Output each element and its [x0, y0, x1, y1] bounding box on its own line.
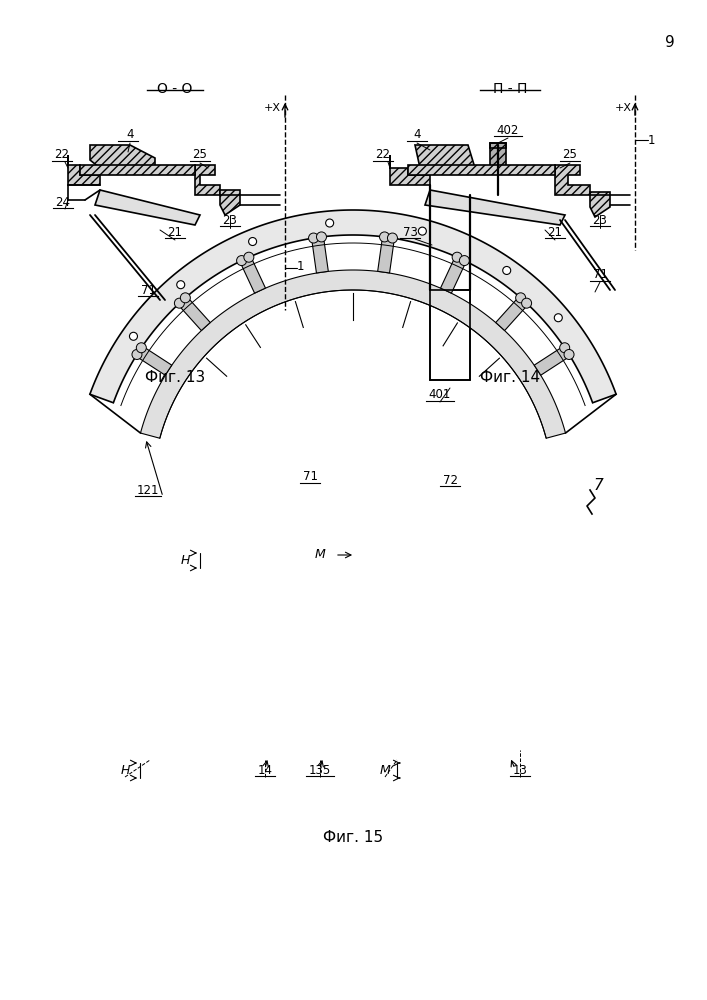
Text: 7: 7	[593, 478, 603, 492]
Text: 1: 1	[648, 133, 655, 146]
Text: 22: 22	[375, 148, 390, 161]
Text: 21: 21	[547, 226, 563, 238]
Text: 21: 21	[168, 226, 182, 238]
Circle shape	[515, 293, 526, 303]
Circle shape	[317, 232, 327, 242]
Circle shape	[560, 343, 570, 353]
Polygon shape	[95, 190, 200, 225]
Text: 4: 4	[127, 128, 134, 141]
Circle shape	[387, 233, 397, 243]
Text: М: М	[380, 764, 390, 776]
Text: Фиг. 13: Фиг. 13	[145, 370, 205, 385]
Circle shape	[136, 343, 146, 353]
Circle shape	[460, 256, 469, 266]
Circle shape	[419, 227, 426, 235]
Text: 73: 73	[402, 226, 417, 238]
Text: 71: 71	[303, 471, 317, 484]
Text: О - О: О - О	[158, 82, 193, 96]
Text: 13: 13	[513, 764, 527, 776]
Polygon shape	[68, 155, 100, 185]
Polygon shape	[195, 165, 220, 195]
Polygon shape	[415, 145, 475, 168]
Circle shape	[503, 266, 510, 274]
Polygon shape	[80, 165, 195, 175]
Text: 71: 71	[141, 284, 156, 296]
Text: 402: 402	[497, 123, 519, 136]
Polygon shape	[136, 346, 172, 375]
Text: 22: 22	[54, 148, 69, 161]
Circle shape	[175, 298, 185, 308]
Text: Н: Н	[120, 764, 129, 776]
Circle shape	[237, 256, 247, 266]
Polygon shape	[490, 143, 506, 168]
Text: +X: +X	[614, 103, 631, 113]
Text: 135: 135	[309, 764, 331, 776]
Text: 71: 71	[592, 268, 607, 282]
Circle shape	[452, 252, 462, 262]
Text: 23: 23	[592, 214, 607, 227]
Text: П - П: П - П	[493, 82, 527, 96]
Circle shape	[132, 349, 142, 359]
Text: 25: 25	[192, 148, 207, 161]
Polygon shape	[534, 346, 570, 375]
Text: Фиг. 14: Фиг. 14	[480, 370, 540, 385]
Text: Н: Н	[180, 554, 189, 566]
Polygon shape	[555, 165, 590, 195]
Circle shape	[554, 314, 562, 322]
Circle shape	[326, 219, 334, 227]
Polygon shape	[440, 256, 466, 293]
Text: 121: 121	[136, 484, 159, 496]
Polygon shape	[496, 296, 528, 331]
Text: 9: 9	[665, 35, 675, 50]
Circle shape	[177, 281, 185, 289]
Circle shape	[522, 298, 532, 308]
Text: 401: 401	[429, 388, 451, 401]
Text: 25: 25	[563, 148, 578, 161]
Polygon shape	[220, 190, 240, 215]
Polygon shape	[312, 237, 328, 273]
Text: 72: 72	[443, 474, 457, 487]
Polygon shape	[408, 165, 555, 175]
Polygon shape	[90, 210, 616, 403]
Circle shape	[308, 233, 319, 243]
Text: 14: 14	[257, 764, 272, 776]
Text: Фиг. 15: Фиг. 15	[323, 830, 383, 845]
Circle shape	[244, 252, 254, 262]
Polygon shape	[90, 145, 155, 168]
Polygon shape	[378, 237, 395, 273]
Text: +X: +X	[264, 103, 281, 113]
Polygon shape	[178, 296, 210, 331]
Text: 24: 24	[56, 196, 71, 209]
Circle shape	[129, 332, 137, 340]
Circle shape	[180, 293, 190, 303]
Text: М: М	[315, 548, 325, 562]
Polygon shape	[390, 155, 430, 185]
Text: 1: 1	[297, 260, 305, 273]
Polygon shape	[240, 256, 265, 293]
Circle shape	[564, 349, 574, 359]
Polygon shape	[590, 192, 610, 217]
Polygon shape	[425, 190, 565, 225]
Text: 4: 4	[414, 128, 421, 141]
Text: 23: 23	[223, 214, 238, 227]
Polygon shape	[141, 270, 566, 438]
Circle shape	[249, 238, 257, 246]
Circle shape	[380, 232, 390, 242]
